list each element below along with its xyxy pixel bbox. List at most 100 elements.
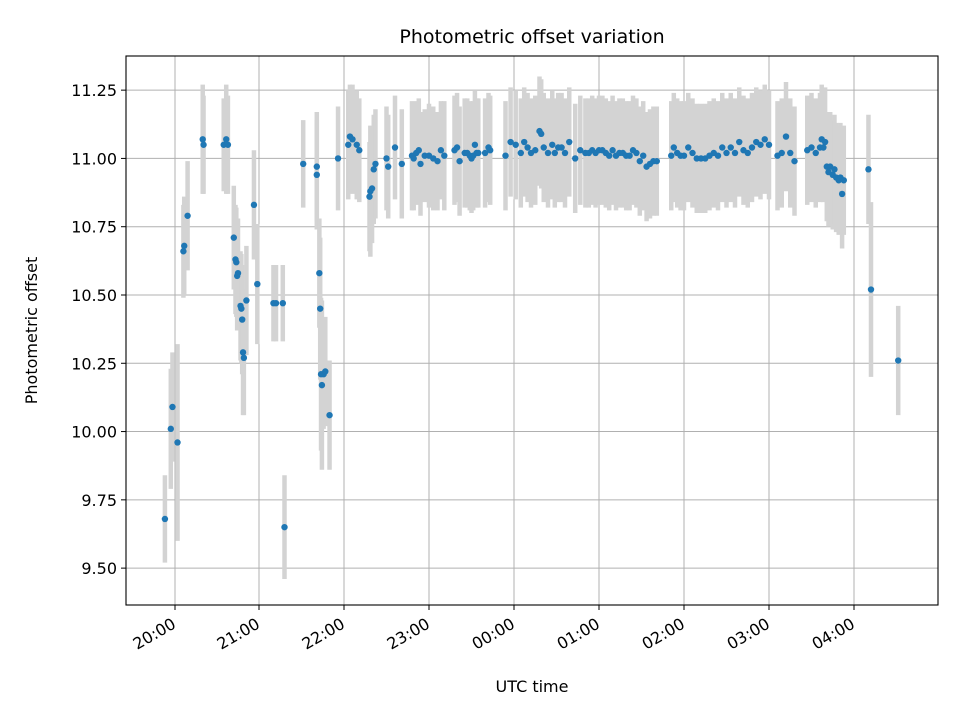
data-point	[313, 163, 320, 170]
data-point	[481, 149, 489, 157]
data-point	[345, 141, 352, 148]
x-tick-label: 03:00	[724, 614, 773, 654]
data-point	[609, 147, 616, 154]
data-point	[577, 147, 584, 154]
data-point	[744, 149, 751, 157]
data-point	[808, 144, 815, 151]
data-point	[689, 149, 696, 157]
data-point	[670, 144, 677, 151]
data-point	[199, 136, 206, 143]
data-point	[417, 160, 424, 168]
data-point	[524, 144, 531, 151]
data-point	[434, 157, 441, 165]
data-point	[353, 141, 360, 148]
data-point	[366, 193, 373, 200]
data-point	[349, 136, 356, 143]
data-point	[778, 149, 785, 157]
x-tick-label: 02:00	[639, 614, 688, 654]
data-point	[334, 155, 342, 162]
data-point	[633, 149, 640, 157]
data-point	[865, 166, 872, 173]
x-tick-label: 01:00	[554, 614, 603, 654]
data-point	[169, 403, 176, 411]
data-point	[385, 163, 392, 170]
data-point	[180, 248, 187, 255]
data-point	[831, 166, 838, 173]
y-tick-label: 10.75	[71, 218, 117, 237]
data-point	[368, 185, 376, 192]
data-point	[782, 133, 790, 140]
data-point	[356, 147, 363, 154]
data-point	[787, 149, 794, 157]
point-layer	[161, 127, 902, 531]
data-point	[566, 138, 573, 146]
data-point	[540, 144, 547, 151]
data-point	[230, 234, 237, 241]
data-point	[279, 299, 286, 307]
data-point	[640, 152, 647, 159]
data-point	[167, 425, 174, 433]
y-tick-label: 9.75	[81, 491, 117, 510]
data-point	[391, 144, 399, 151]
data-point	[475, 149, 482, 157]
y-tick-label: 10.50	[71, 286, 117, 305]
x-axis-label: UTC time	[496, 677, 569, 696]
data-point	[161, 515, 169, 523]
data-point	[517, 149, 524, 157]
data-point	[532, 147, 539, 154]
data-point	[239, 316, 246, 323]
data-point	[200, 141, 207, 148]
y-tick-label: 11.25	[71, 81, 117, 100]
data-point	[487, 147, 494, 154]
data-point	[572, 155, 579, 162]
y-axis-label: Photometric offset	[22, 257, 41, 405]
data-point	[761, 136, 768, 143]
data-point	[372, 160, 379, 168]
y-tick-label: 11.00	[71, 149, 117, 168]
data-point	[370, 166, 377, 173]
data-point	[318, 381, 326, 389]
chart-title: Photometric offset variation	[399, 26, 664, 48]
data-point	[840, 177, 847, 184]
x-tick-label: 04:00	[809, 614, 858, 654]
data-point	[820, 144, 827, 151]
data-point	[238, 305, 245, 312]
data-point	[223, 136, 230, 143]
data-point	[316, 269, 323, 277]
data-point	[727, 144, 734, 151]
data-point	[224, 141, 232, 148]
y-tick-label: 10.25	[71, 354, 117, 373]
data-point	[731, 149, 739, 157]
data-point	[757, 141, 764, 148]
data-point	[736, 138, 743, 146]
y-tick-label: 9.50	[81, 559, 117, 578]
data-point	[184, 212, 191, 219]
data-point	[313, 171, 320, 179]
data-point	[326, 411, 333, 419]
data-point	[502, 152, 509, 159]
data-point	[234, 269, 242, 277]
x-tick-label: 23:00	[384, 614, 433, 654]
data-point	[441, 152, 448, 159]
data-point	[254, 280, 261, 288]
x-tick-label: 21:00	[214, 614, 263, 654]
data-point	[551, 149, 558, 157]
data-point	[471, 141, 479, 148]
data-point	[415, 147, 422, 154]
data-point	[174, 439, 181, 446]
data-point	[512, 141, 519, 148]
data-point	[549, 141, 556, 148]
y-tick-label: 10.00	[71, 423, 117, 442]
data-point	[668, 152, 675, 159]
data-point	[383, 155, 390, 162]
data-point	[240, 354, 248, 362]
x-tick-label: 22:00	[299, 614, 348, 654]
data-point	[719, 144, 726, 151]
data-point	[821, 138, 829, 146]
data-point	[300, 160, 307, 168]
data-point	[867, 286, 875, 293]
data-point	[272, 299, 280, 307]
data-point	[322, 368, 329, 375]
x-tick-label: 20:00	[130, 614, 179, 654]
plot-frame	[125, 55, 939, 606]
